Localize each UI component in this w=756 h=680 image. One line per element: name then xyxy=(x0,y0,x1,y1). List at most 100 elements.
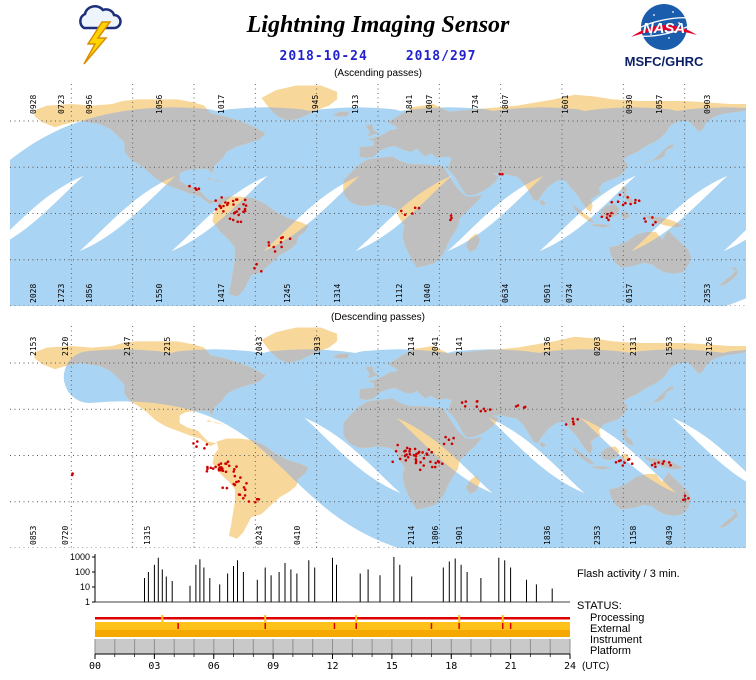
svg-text:2215: 2215 xyxy=(163,337,172,356)
svg-text:1158: 1158 xyxy=(629,526,638,545)
svg-text:0243: 0243 xyxy=(255,526,264,545)
svg-text:1856: 1856 xyxy=(85,284,94,303)
ascending-passes-label: (Ascending passes) xyxy=(334,68,422,79)
svg-text:100: 100 xyxy=(75,567,90,577)
svg-text:1601: 1601 xyxy=(561,95,570,114)
svg-text:1901: 1901 xyxy=(455,526,464,545)
nasa-logo: NASA xyxy=(621,2,707,59)
svg-text:1056: 1056 xyxy=(155,95,164,114)
svg-text:1734: 1734 xyxy=(471,95,480,114)
day-of-year-label: 2018/297 xyxy=(405,49,477,64)
svg-text:1550: 1550 xyxy=(155,284,164,303)
svg-text:2041: 2041 xyxy=(431,337,440,356)
flash-spike-series xyxy=(144,557,553,602)
svg-text:15: 15 xyxy=(386,661,398,672)
svg-text:1314: 1314 xyxy=(333,284,342,303)
svg-text:06: 06 xyxy=(208,661,220,672)
svg-text:0903: 0903 xyxy=(703,95,712,114)
svg-text:1: 1 xyxy=(85,597,90,607)
page-title: Lightning Imaging Sensor xyxy=(246,12,510,38)
svg-text:2147: 2147 xyxy=(123,337,132,356)
instrument-status-band xyxy=(95,630,570,637)
svg-text:1315: 1315 xyxy=(143,526,152,545)
svg-text:1245: 1245 xyxy=(283,284,292,303)
svg-text:0501: 0501 xyxy=(543,284,552,303)
status-row-platform: Platform xyxy=(590,645,631,657)
svg-text:1841: 1841 xyxy=(405,95,414,114)
svg-text:21: 21 xyxy=(505,661,517,672)
flash-dots-layer xyxy=(70,400,690,504)
svg-text:0956: 0956 xyxy=(85,95,94,114)
x-axis-labels: 00 03 06 09 12 15 18 21 24 xyxy=(89,661,576,672)
svg-text:0734: 0734 xyxy=(565,284,574,303)
svg-text:1806: 1806 xyxy=(431,526,440,545)
date-row: 2018-10-24 2018/297 xyxy=(0,49,756,64)
organization-label: MSFC/GHRC xyxy=(624,54,704,69)
flash-activity-label: Flash activity / 3 min. xyxy=(577,568,680,580)
svg-text:1945: 1945 xyxy=(311,95,320,114)
svg-text:2043: 2043 xyxy=(255,337,264,356)
svg-text:2141: 2141 xyxy=(455,337,464,356)
platform-hour-ticks xyxy=(94,639,571,654)
nasa-orbit-ellipse xyxy=(633,17,695,37)
svg-text:1417: 1417 xyxy=(217,284,226,303)
svg-text:2114: 2114 xyxy=(407,526,416,545)
svg-text:2353: 2353 xyxy=(703,284,712,303)
svg-text:2153: 2153 xyxy=(29,337,38,356)
svg-text:0723: 0723 xyxy=(57,95,66,114)
svg-text:00: 00 xyxy=(89,661,101,672)
svg-text:18: 18 xyxy=(445,661,457,672)
svg-text:0439: 0439 xyxy=(665,526,674,545)
nasa-red-swoosh xyxy=(631,24,697,37)
svg-text:1017: 1017 xyxy=(217,95,226,114)
external-status-band xyxy=(95,622,570,630)
svg-text:2114: 2114 xyxy=(407,337,416,356)
descending-pass-map: 2153 2120 2147 2215 2043 1913 2114 2041 2141 2136… xyxy=(10,326,746,548)
svg-text:0928: 0928 xyxy=(29,95,38,114)
svg-text:0203: 0203 xyxy=(593,337,602,356)
svg-text:1913: 1913 xyxy=(351,95,360,114)
svg-text:2136: 2136 xyxy=(543,337,552,356)
svg-text:1913: 1913 xyxy=(313,337,322,356)
svg-text:0930: 0930 xyxy=(625,95,634,114)
svg-text:1040: 1040 xyxy=(423,284,432,303)
svg-text:0720: 0720 xyxy=(61,526,70,545)
svg-text:0634: 0634 xyxy=(501,284,510,303)
date-label: 2018-10-24 xyxy=(279,49,368,64)
utc-unit-label: (UTC) xyxy=(582,661,609,672)
svg-text:1836: 1836 xyxy=(543,526,552,545)
pass-time-labels: 2153 2120 2147 2215 2043 1913 2114 2041 2141 2136… xyxy=(29,337,714,545)
svg-text:0157: 0157 xyxy=(625,284,634,303)
svg-text:03: 03 xyxy=(148,661,160,672)
svg-text:1807: 1807 xyxy=(501,95,510,114)
svg-text:10: 10 xyxy=(80,582,90,592)
lightning-cloud-icon xyxy=(72,4,126,71)
svg-text:24: 24 xyxy=(564,661,576,672)
y-axis-labels: 1000 100 10 1 xyxy=(70,552,90,607)
svg-text:1723: 1723 xyxy=(57,284,66,303)
svg-text:2126: 2126 xyxy=(705,337,714,356)
svg-text:2120: 2120 xyxy=(61,337,70,356)
svg-text:12: 12 xyxy=(326,661,338,672)
svg-text:1112: 1112 xyxy=(395,284,404,303)
svg-text:1000: 1000 xyxy=(70,552,90,562)
svg-text:2028: 2028 xyxy=(29,284,38,303)
svg-text:1057: 1057 xyxy=(655,95,664,114)
svg-text:0410: 0410 xyxy=(293,526,302,545)
svg-text:2131: 2131 xyxy=(629,337,638,356)
flash-dots-layer xyxy=(188,172,657,273)
status-row-processing: Processing xyxy=(590,612,645,624)
svg-text:1007: 1007 xyxy=(425,95,434,114)
pass-time-labels: 0928 0723 0956 1056 1017 1945 1913 1841 1007 1734… xyxy=(29,95,712,303)
status-title: STATUS: xyxy=(577,600,622,612)
ascending-pass-map: 0928 0723 0956 1056 1017 1945 1913 1841 1007 1734… xyxy=(10,84,746,306)
status-row-instrument: Instrument xyxy=(590,634,642,646)
descending-passes-label: (Descending passes) xyxy=(331,312,425,323)
svg-text:1553: 1553 xyxy=(665,337,674,356)
status-row-external: External xyxy=(590,623,631,635)
svg-text:0853: 0853 xyxy=(29,526,38,545)
processing-status-band xyxy=(95,617,570,620)
nasa-wordmark: NASA xyxy=(643,20,686,37)
